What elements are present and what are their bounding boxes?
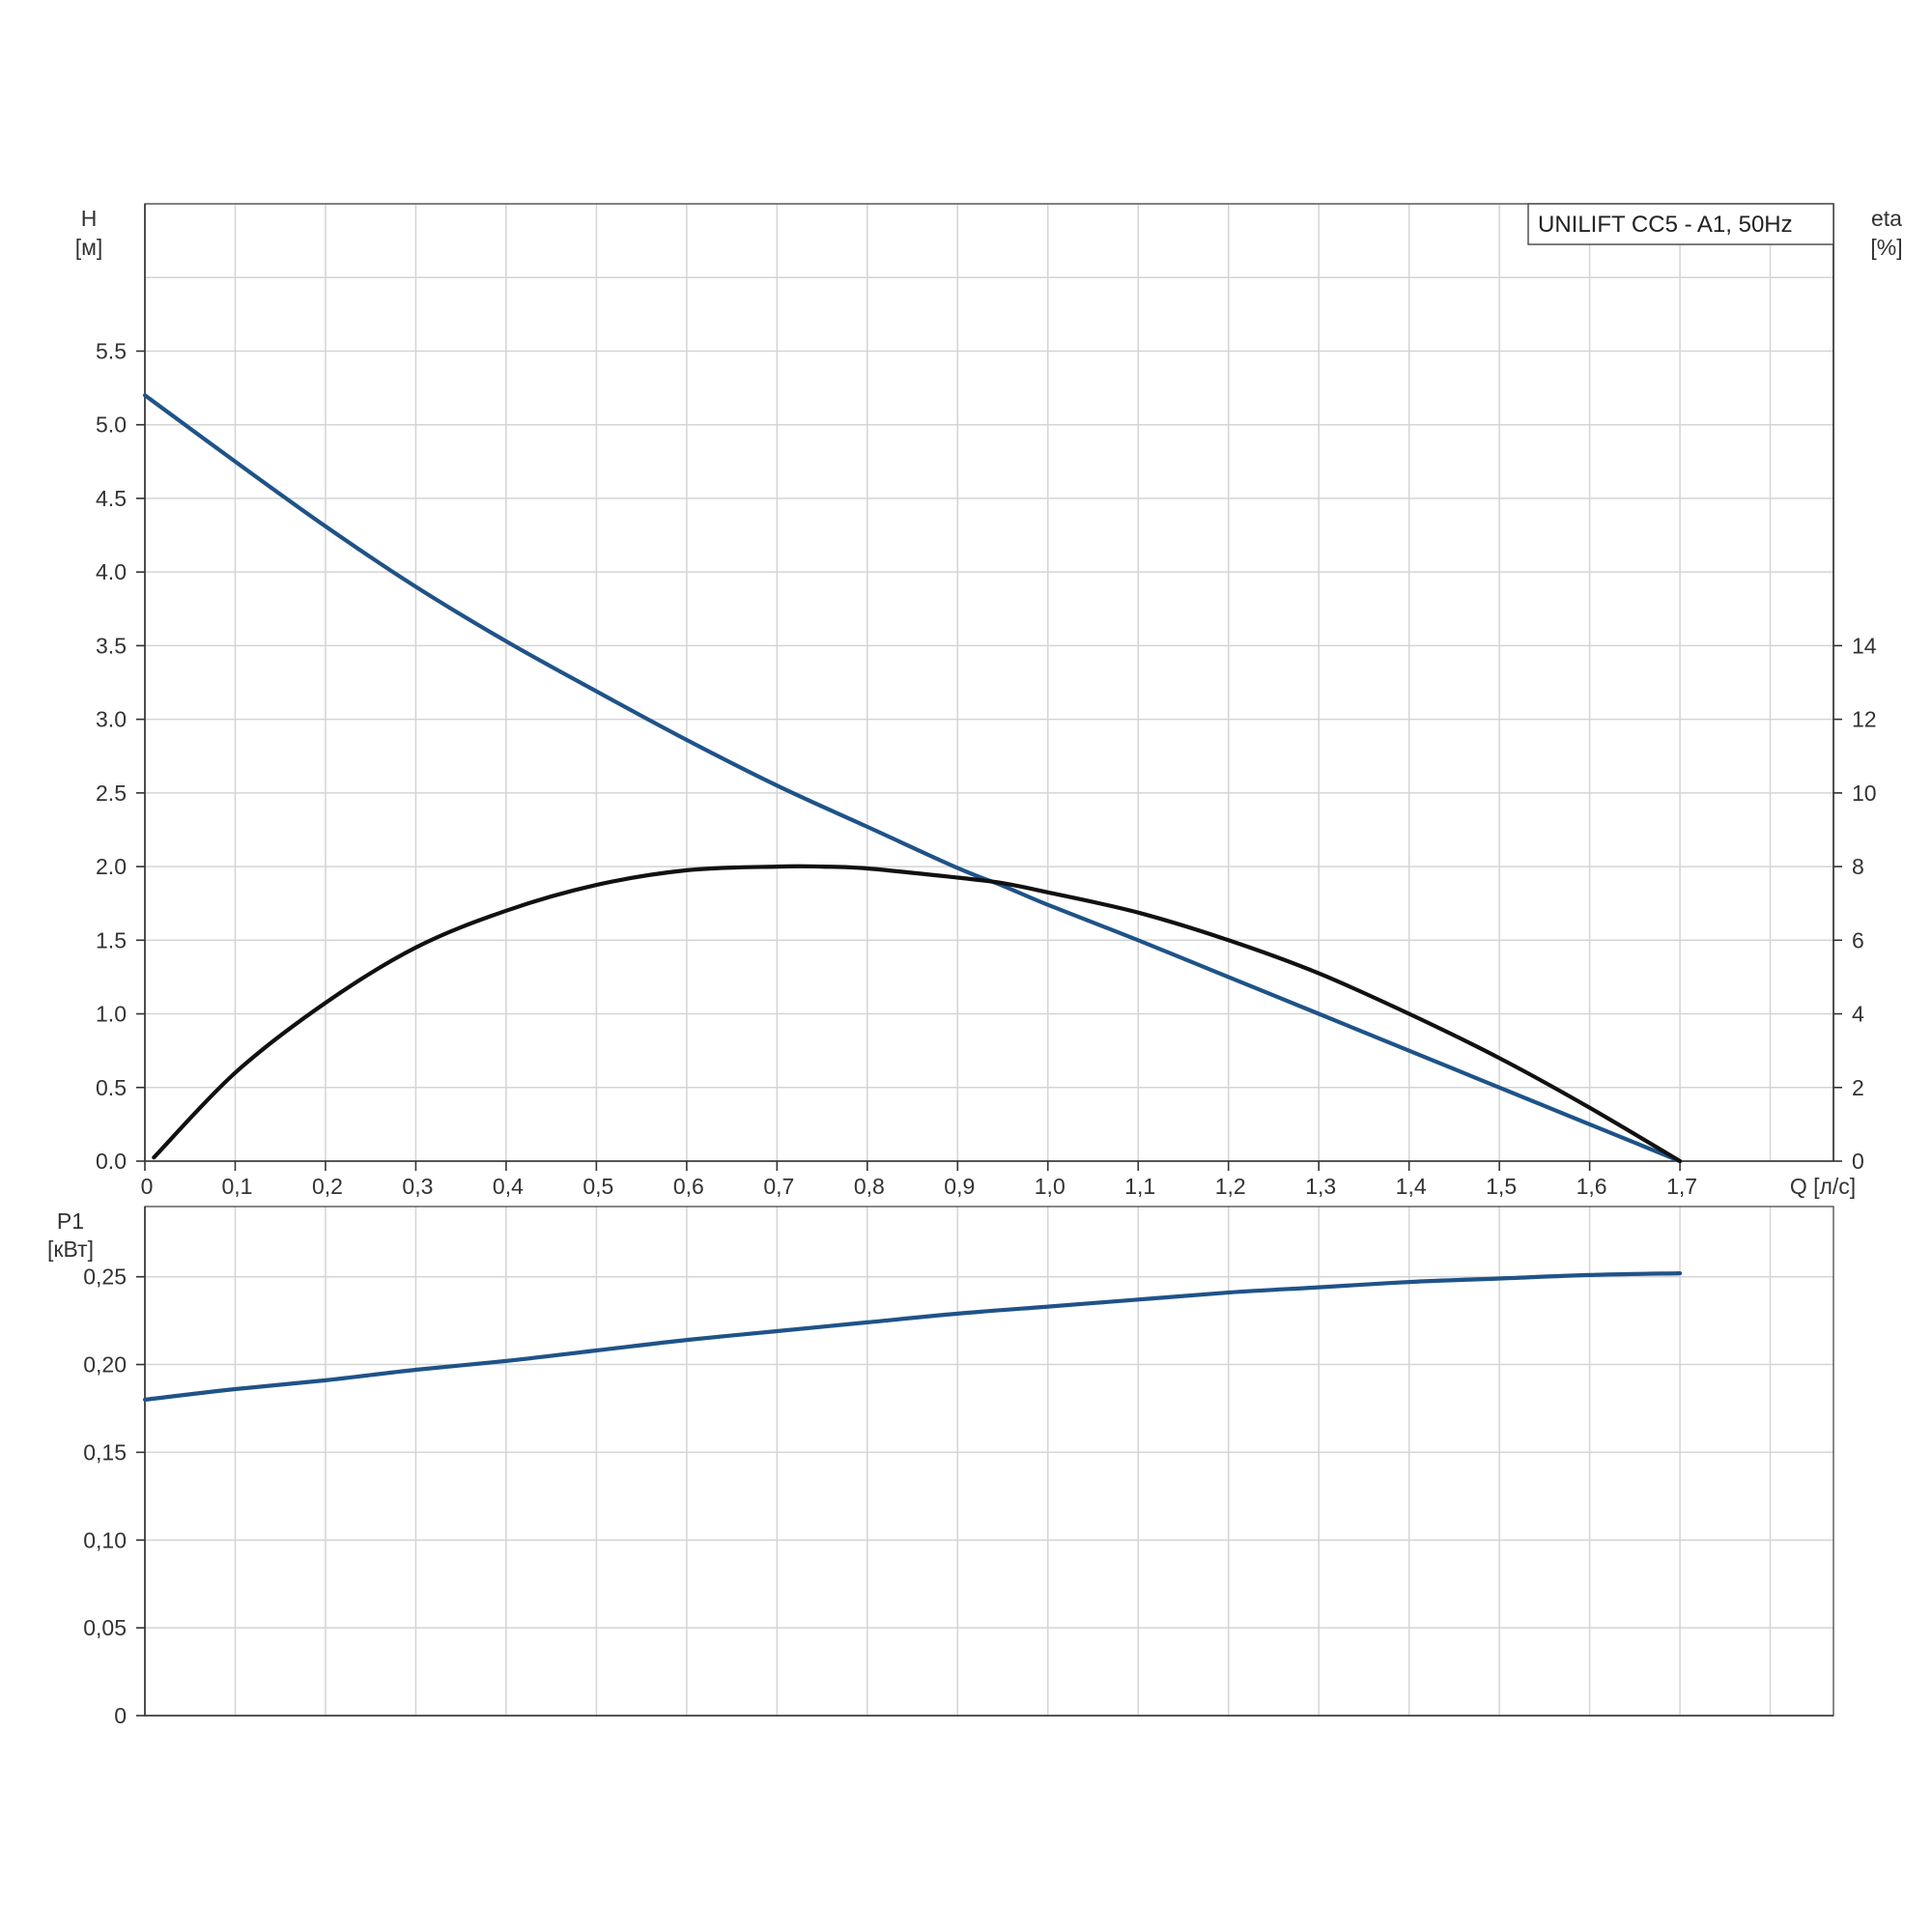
h-tick-label: 5.5 (96, 338, 127, 363)
q-tick-label: 0,1 (221, 1174, 252, 1199)
q-tick-label: 0 (141, 1174, 154, 1199)
q-tick-label: 1,2 (1215, 1174, 1246, 1199)
eta-tick-label: 12 (1852, 707, 1877, 732)
q-tick-label: 0,9 (944, 1174, 975, 1199)
h-tick-label: 4.5 (96, 486, 127, 511)
p1-tick-label: 0,10 (83, 1527, 127, 1552)
p1-tick-label: 0,05 (83, 1615, 127, 1640)
q-tick-label: 1,4 (1396, 1174, 1427, 1199)
eta-axis-unit: [%] (1870, 235, 1902, 260)
q-tick-label: 1,1 (1124, 1174, 1155, 1199)
eta-tick-label: 4 (1852, 1002, 1864, 1027)
q-axis-title: Q [л/с] (1790, 1174, 1856, 1199)
legend-box (1527, 203, 1834, 245)
top-plot-frame (144, 203, 1834, 1162)
bottom-plot-frame (144, 1206, 1834, 1717)
h-tick-label: 1.0 (96, 1002, 127, 1027)
h-tick-label: 3.0 (96, 707, 127, 732)
h-tick-label: 2.5 (96, 781, 127, 806)
h-tick-label: 0.0 (96, 1149, 127, 1174)
h-tick-label: 1.5 (96, 927, 127, 952)
q-tick-label: 1,7 (1666, 1174, 1697, 1199)
h-tick-label: 3.5 (96, 633, 127, 658)
q-tick-label: 0,7 (763, 1174, 794, 1199)
q-tick-label: 0,5 (582, 1174, 613, 1199)
eta-tick-label: 10 (1852, 781, 1877, 806)
q-tick-label: 1,6 (1577, 1174, 1607, 1199)
eta-tick-label: 8 (1852, 854, 1864, 879)
h-tick-label: 4.0 (96, 559, 127, 584)
p1-axis-title: P1 (57, 1208, 84, 1234)
series-layer (142, 393, 1683, 1402)
eta-tick-label: 14 (1852, 633, 1877, 658)
h-tick-label: 5.0 (96, 412, 127, 438)
legend: UNILIFT CC5 - A1, 50Hz (1527, 203, 1834, 245)
q-tick-label: 1,3 (1305, 1174, 1336, 1199)
p1-tick-label: 0,15 (83, 1439, 127, 1464)
h-axis-unit: [м] (75, 235, 103, 260)
h-axis-title: H (81, 206, 98, 231)
q-tick-label: 0,3 (402, 1174, 433, 1199)
p1-tick-label: 0 (114, 1703, 127, 1728)
q-tick-label: 1,0 (1035, 1174, 1065, 1199)
grid-layer (145, 203, 1833, 1716)
efficiency-curve-line (152, 864, 1683, 1164)
h-tick-label: 2.0 (96, 854, 127, 879)
head-curve-line (142, 393, 1683, 1164)
eta-axis-title: eta (1871, 206, 1902, 231)
q-tick-label: 0,8 (854, 1174, 885, 1199)
labels-layer: 0.0 0.5 1.0 1.5 2.0 2.5 3.0 3.5 4.0 4.5 5.0 5.5 0 2 4 6… (47, 203, 1903, 1728)
legend-label: UNILIFT CC5 - A1, 50Hz (1538, 212, 1793, 238)
q-tick-label: 0,4 (493, 1174, 524, 1199)
q-tick-label: 0,6 (673, 1174, 704, 1199)
power-curve-line (142, 1271, 1683, 1402)
p1-axis-unit: [кВт] (47, 1236, 94, 1262)
eta-tick-label: 6 (1852, 927, 1864, 952)
eta-tick-label: 0 (1852, 1149, 1864, 1174)
eta-tick-label: 2 (1852, 1075, 1864, 1100)
q-tick-label: 0,2 (312, 1174, 343, 1199)
q-tick-label: 1,5 (1486, 1174, 1517, 1199)
p1-tick-label: 0,20 (83, 1352, 127, 1378)
h-tick-label: 0.5 (96, 1075, 127, 1100)
axes-layer (136, 203, 1842, 1717)
p1-tick-label: 0,25 (83, 1264, 127, 1290)
